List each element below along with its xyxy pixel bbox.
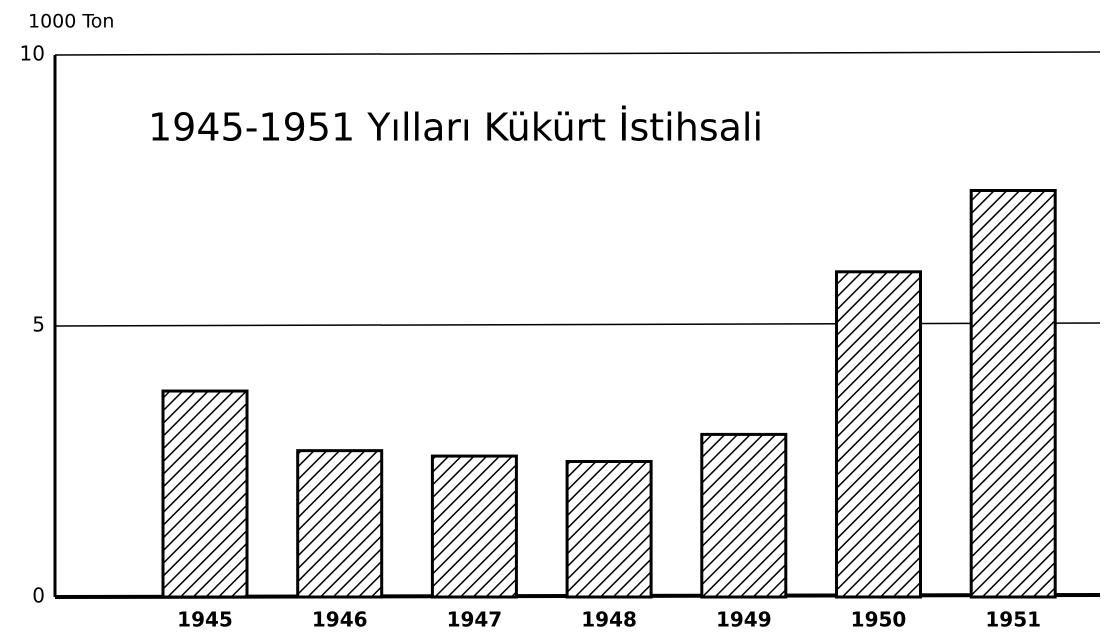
bar: [161, 389, 249, 599]
x-tick-label: 1947: [447, 608, 503, 632]
y-axis-label: 1000 Ton: [28, 11, 114, 33]
grid-line: [54, 51, 1101, 56]
x-tick-label: 1951: [985, 608, 1041, 632]
bar: [430, 454, 518, 599]
bar: [969, 189, 1057, 599]
x-tick-label: 1946: [312, 608, 368, 632]
bar: [296, 449, 384, 599]
x-tick-label: 1948: [581, 608, 637, 632]
bar: [700, 432, 788, 599]
y-tick-label: 5: [32, 313, 45, 337]
chart-title: 1945-1951 Yılları Kükürt İstihsali: [148, 106, 763, 150]
x-tick-label: 1949: [716, 608, 772, 632]
y-tick-label: 0: [32, 584, 45, 608]
x-tick-label: 1945: [177, 608, 233, 632]
y-tick-label: 10: [20, 42, 45, 66]
bar: [565, 460, 653, 599]
grid-line: [54, 322, 1101, 327]
x-tick-label: 1950: [851, 608, 907, 632]
bar: [835, 270, 922, 599]
